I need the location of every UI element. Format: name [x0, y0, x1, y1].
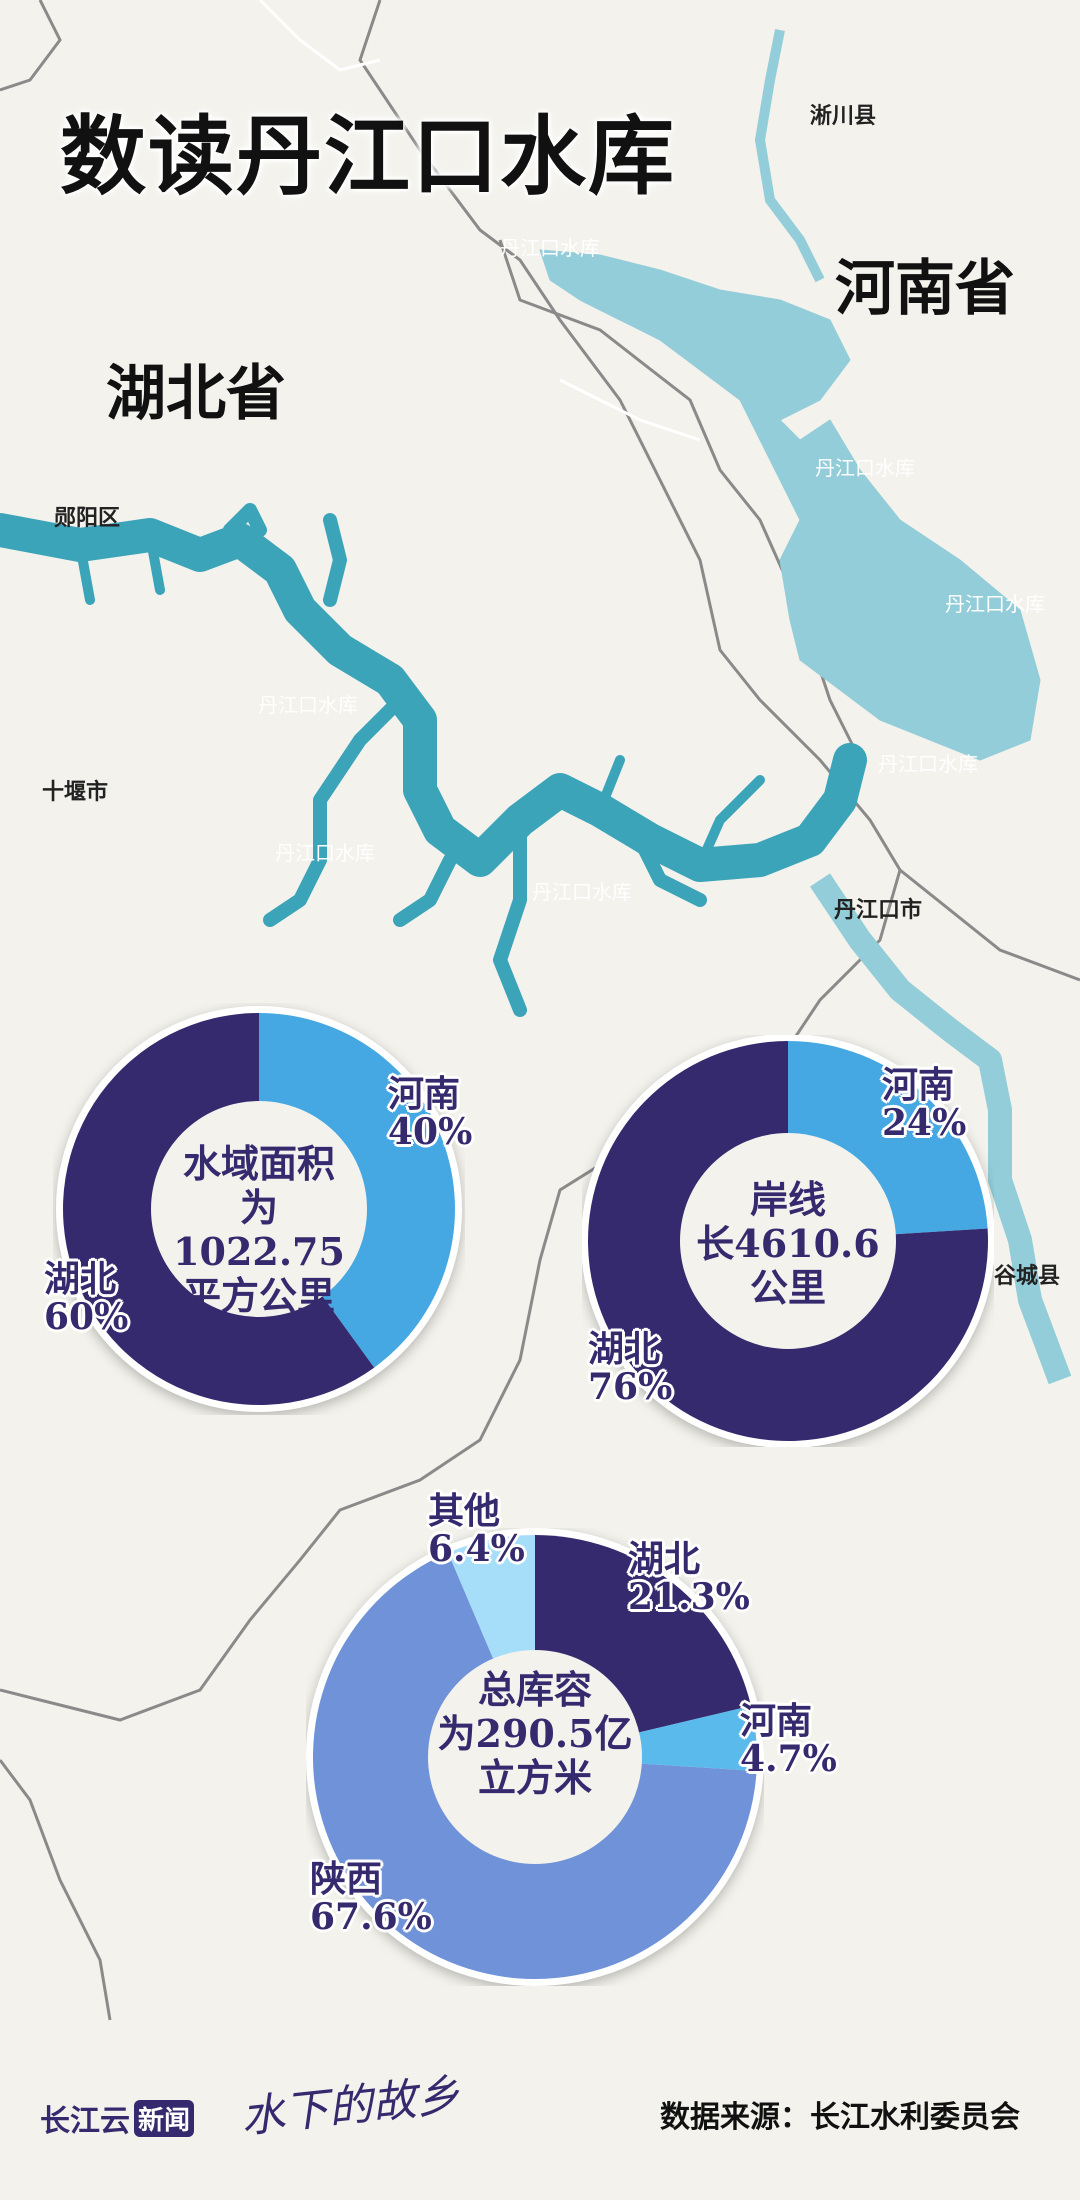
- reservoir-label: 丹江口水库: [258, 693, 358, 717]
- slice-label-hubei: 湖北 76%: [588, 1328, 673, 1408]
- center-line: 岸线: [749, 1177, 826, 1222]
- slice-label-other: 其他 6.4%: [428, 1490, 525, 1570]
- reservoir-label: 丹江口水库: [815, 456, 915, 480]
- pie-center-text-capacity: 总库容 为290.5亿 立方米: [430, 1668, 640, 1800]
- pie-chart-water-area: [56, 1006, 462, 1412]
- place-label-danjiangkou-city: 丹江口市: [834, 898, 923, 923]
- pie-chart-capacity: [306, 1528, 764, 1986]
- reservoir-label: 丹江口水库: [500, 236, 600, 260]
- changjiangyun-news-logo: 长江云 新闻: [40, 2096, 195, 2140]
- center-line: 水域面积: [182, 1141, 335, 1186]
- reservoir-label: 丹江口水库: [275, 841, 375, 865]
- logo-text: 长江云: [40, 2104, 130, 2139]
- reservoir-label: 丹江口水库: [945, 592, 1045, 616]
- logo-news-badge: 新闻: [134, 2099, 195, 2137]
- province-label-hubei: 湖北省: [106, 359, 286, 429]
- pie-hole: [151, 1101, 367, 1317]
- page-title: 数读丹江口水库: [60, 107, 676, 207]
- center-line: 立方米: [477, 1755, 592, 1800]
- slice-label-henan: 河南 40%: [388, 1073, 473, 1153]
- pie-hole: [428, 1650, 642, 1864]
- center-line: 长4610.6: [696, 1221, 880, 1266]
- pie-hole: [680, 1133, 896, 1349]
- slice-label-henan: 河南 24%: [882, 1064, 967, 1144]
- pie-center-text-water-area: 水域面积 为1022.75 平方公里: [159, 1142, 359, 1318]
- pie-center-text-shoreline: 岸线 长4610.6 公里: [688, 1178, 888, 1310]
- place-label-gucheng: 谷城县: [994, 1264, 1061, 1289]
- slice-label-henan: 河南 4.7%: [740, 1700, 837, 1780]
- place-label-shiyan: 十堰市: [42, 780, 109, 805]
- reservoir-west: [0, 503, 867, 1017]
- place-label-xichuan: 淅川县: [810, 104, 877, 129]
- center-line: 平方公里: [182, 1273, 335, 1318]
- slice-label-shaanxi: 陕西 67.6%: [310, 1858, 432, 1938]
- reservoir-east: [539, 29, 1072, 1385]
- pie-chart-shoreline: [582, 1035, 994, 1447]
- slice-label-hubei: 湖北 60%: [44, 1258, 129, 1338]
- data-source: 数据来源：长江水利委员会: [660, 2100, 1020, 2135]
- center-line: 为290.5亿: [437, 1711, 633, 1756]
- slice-label-hubei: 湖北 21.3%: [628, 1538, 750, 1618]
- rivers: [258, 0, 701, 442]
- center-line: 总库容: [477, 1667, 592, 1712]
- place-label-yunyang: 郧阳区: [54, 506, 121, 531]
- reservoir-label: 丹江口水库: [532, 880, 632, 904]
- center-line: 公里: [749, 1265, 826, 1310]
- center-line: 为1022.75: [173, 1185, 345, 1274]
- reservoir-label: 丹江口水库: [878, 752, 978, 776]
- province-label-henan: 河南省: [835, 254, 1015, 324]
